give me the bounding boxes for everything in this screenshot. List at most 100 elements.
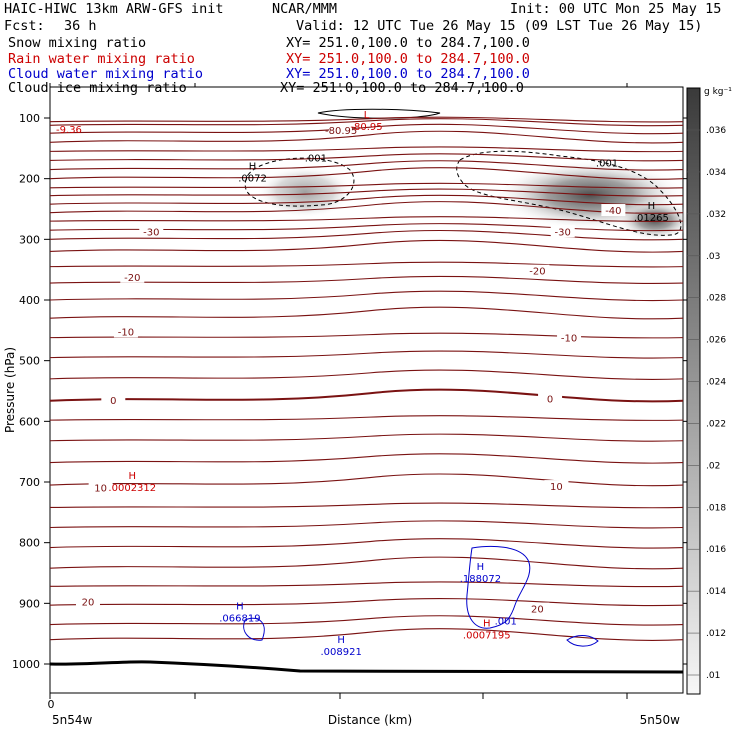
- isotherm-label-bg: [525, 602, 550, 615]
- extremum-value: .01265: [634, 213, 669, 224]
- extremum-marker: L: [364, 110, 370, 121]
- colorbar-label: .014: [706, 587, 726, 597]
- isotherm-line: [49, 146, 684, 153]
- extremum-marker: H: [337, 635, 345, 646]
- extremum-value: .0002312: [108, 483, 156, 494]
- isotherm-line: [49, 261, 684, 268]
- isotherm-label-bg: [329, 123, 354, 136]
- isotherm-line: [49, 388, 684, 403]
- isotherm-label: -30: [143, 227, 159, 238]
- isotherm-line: [49, 118, 684, 127]
- isotherm-line: [49, 153, 684, 162]
- x-axis-tick-zero: 0: [48, 698, 55, 711]
- colorbar-label: .024: [706, 378, 726, 388]
- isotherm-line: [49, 290, 684, 302]
- isotherm-label-bg: [139, 225, 164, 238]
- isotherm-line: [49, 556, 684, 570]
- colorbar-label: .018: [706, 503, 726, 513]
- extremum-marker: H: [477, 562, 485, 573]
- y-tick-label: 500: [19, 355, 40, 368]
- colorbar-label: .032: [706, 210, 726, 220]
- isotherm-label: 10: [94, 483, 107, 494]
- extremum-marker: H: [483, 618, 491, 629]
- isotherm-label-bg: [88, 481, 113, 494]
- colorbar-label: .016: [706, 545, 726, 555]
- isotherm-line: [49, 628, 684, 641]
- isotherm-line: [49, 473, 684, 487]
- y-tick-label: 300: [19, 233, 40, 246]
- isotherm-line: [49, 167, 684, 180]
- extremum-value: .066819: [219, 613, 260, 624]
- isotherm-label-bg: [601, 204, 626, 217]
- colorbar: [686, 87, 701, 695]
- y-tick-label: 1000: [12, 658, 40, 671]
- isotherm-label-bg: [550, 225, 575, 238]
- extremum-value: .008921: [321, 647, 362, 658]
- colorbar-label: .012: [706, 629, 726, 639]
- isotherm-label: -20: [529, 267, 545, 278]
- isotherm-line: [49, 350, 684, 359]
- extremum-marker: H: [648, 201, 656, 212]
- isotherm-line: [49, 615, 684, 626]
- isotherm-line: [49, 520, 684, 529]
- isotherm-label: 0: [547, 395, 553, 406]
- colorbar-unit: g kg⁻¹: [704, 87, 732, 97]
- fcst-label: Fcst:: [4, 18, 45, 34]
- isotherm-line: [49, 201, 684, 214]
- isotherm-label: -40: [605, 206, 621, 217]
- extremum-marker: H: [129, 471, 137, 482]
- colorbar-label: .03: [706, 252, 720, 262]
- x-end-location: 5n50w: [640, 713, 681, 727]
- field-snow-xy: XY= 251.0,100.0 to 284.7,100.0: [286, 35, 530, 51]
- valid-time: Valid: 12 UTC Tue 26 May 15 (09 LST Tue …: [296, 18, 703, 34]
- colorbar-label: .028: [706, 294, 726, 304]
- isotherm-label-bg: [557, 331, 582, 344]
- extremum-marker: H: [236, 601, 244, 612]
- isotherm-line: [49, 415, 684, 421]
- field-cloudice-xy: XY= 251.0,100.0 to 284.7,100.0: [280, 80, 524, 96]
- field-snow-name: Snow mixing ratio: [8, 35, 147, 51]
- contour-label: .001: [596, 159, 618, 170]
- isotherm-labels: -80.95 -40 -30 -30 -20 -20 -10 -10 0 0 10 10 20 20: [75, 123, 626, 616]
- isotherm-label-bg: [120, 270, 145, 283]
- isotherm-line: [49, 216, 684, 222]
- field-cloudwater-xy: XY= 251.0,100.0 to 284.7,100.0: [286, 66, 530, 82]
- isotherm-label: -20: [124, 273, 140, 284]
- model-title: HAIC-HIWC 13km ARW-GFS init: [4, 1, 224, 17]
- isotherm-line: [49, 160, 684, 171]
- x-start-location: 5n54w: [52, 713, 93, 727]
- colorbar-label: .02: [706, 461, 720, 471]
- isotherm-label: 20: [82, 597, 95, 608]
- isotherm-line: [49, 239, 684, 253]
- extremum-value: -80.95: [350, 122, 382, 133]
- isotherm-label-bg: [113, 325, 138, 338]
- isotherm-line: [49, 453, 684, 464]
- y-tick-label: 100: [19, 112, 40, 125]
- colorbar-labels: .01 .012 .014 .016 .018 .02 .022 .024 .026 .028 .0…: [687, 126, 726, 681]
- colorbar-label: .026: [706, 336, 726, 346]
- y-axis-label: Pressure (hPa): [3, 347, 17, 433]
- org-label: NCAR/MMM: [272, 1, 338, 17]
- isotherm-label-bg: [75, 595, 100, 608]
- y-tick-label: 200: [19, 173, 40, 186]
- fcst-value: 36 h: [64, 18, 97, 34]
- plot-frame: [49, 86, 684, 694]
- y-tick-label: 700: [19, 476, 40, 489]
- field-rain-xy: XY= 251.0,100.0 to 284.7,100.0: [286, 51, 530, 67]
- cw-contour-center: [466, 545, 531, 629]
- extremum-value: .0072: [238, 174, 267, 185]
- colorbar-label: .022: [706, 419, 726, 429]
- distance-axis: [49, 83, 628, 699]
- isotherm-label-bg: [538, 392, 563, 405]
- isotherm-line: [49, 369, 684, 380]
- isotherm-line: [49, 275, 684, 284]
- extrema-labels: L-80.95-9.36H.0072H.01265H.0002312H.0668…: [56, 110, 669, 658]
- isotherm-label: -10: [561, 333, 577, 344]
- isotherm-label-bg: [525, 264, 550, 277]
- field-rain-name: Rain water mixing ratio: [8, 51, 195, 67]
- x-axis-label: Distance (km): [328, 713, 412, 727]
- isotherm-line: [49, 597, 684, 607]
- y-tick-label: 600: [19, 415, 40, 428]
- isotherm-label-bg: [544, 480, 569, 493]
